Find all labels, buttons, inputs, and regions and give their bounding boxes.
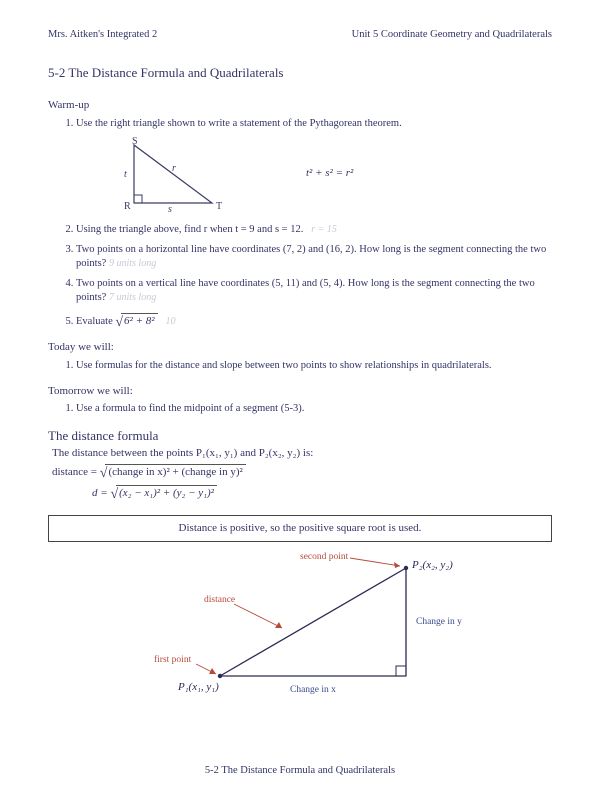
svg-text:second point: second point: [300, 552, 349, 562]
big-triangle-wrap: second point distance first point Change…: [48, 548, 552, 698]
svg-text:t: t: [124, 169, 127, 180]
svg-text:distance: distance: [204, 595, 235, 605]
svg-text:first point: first point: [154, 654, 192, 665]
svg-text:Change in y: Change in y: [416, 617, 462, 627]
distance-line2-lhs: d =: [92, 487, 110, 499]
svg-text:R: R: [124, 201, 131, 212]
warmup-q3: Two points on a horizontal line have coo…: [76, 243, 552, 271]
tomorrow-item: Use a formula to find the midpoint of a …: [76, 402, 552, 416]
svg-text:s: s: [168, 204, 172, 213]
warmup-q1-figure-row: S R T t r s t² + s² = r²: [116, 135, 552, 213]
warmup-q2: Using the triangle above, find r when t …: [76, 223, 552, 237]
svg-text:P₂(x₂, y₂): P₂(x₂, y₂): [411, 559, 453, 571]
warmup-q1-eq: t² + s² = r²: [306, 166, 353, 181]
warmup-q2-text: Using the triangle above, find r when t …: [76, 224, 303, 235]
distance-note-box: Distance is positive, so the positive sq…: [48, 515, 552, 542]
warmup-q2-answer: r = 15: [311, 224, 337, 235]
page-header: Mrs. Aitken's Integrated 2 Unit 5 Coordi…: [48, 28, 552, 42]
distance-line1-sqrt: (change in x)² + (change in y)²: [105, 464, 245, 480]
distance-heading: The distance formula: [48, 427, 552, 445]
page-title: 5-2 The Distance Formula and Quadrilater…: [48, 64, 552, 82]
tomorrow-list: Use a formula to find the midpoint of a …: [48, 402, 552, 416]
header-left: Mrs. Aitken's Integrated 2: [48, 28, 157, 42]
warmup-q1: Use the right triangle shown to write a …: [76, 117, 552, 213]
warmup-q5-sqrt: 6² + 8²: [121, 313, 158, 329]
distance-intro: The distance between the points P₁(x₁, y…: [52, 446, 552, 461]
today-list: Use formulas for the distance and slope …: [48, 359, 552, 373]
warmup-q5-answer: 10: [165, 316, 175, 327]
warmup-q3-answer: 9 units long: [109, 258, 156, 269]
today-item: Use formulas for the distance and slope …: [76, 359, 552, 373]
small-triangle-diagram: S R T t r s: [116, 135, 226, 213]
warmup-heading: Warm-up: [48, 98, 552, 113]
svg-text:T: T: [216, 201, 222, 212]
distance-formula-symbols: d = √(x₂ − x₁)² + (y₂ − y₁)²: [92, 484, 552, 503]
warmup-q5-text: Evaluate: [76, 316, 115, 327]
distance-formula-words: distance = √(change in x)² + (change in …: [52, 463, 552, 482]
header-right: Unit 5 Coordinate Geometry and Quadrilat…: [352, 28, 552, 42]
svg-text:r: r: [172, 163, 176, 174]
page-footer: 5-2 The Distance Formula and Quadrilater…: [0, 764, 600, 778]
warmup-q4: Two points on a vertical line have coord…: [76, 277, 552, 305]
big-triangle-diagram: second point distance first point Change…: [110, 548, 490, 698]
svg-text:Change in x: Change in x: [290, 685, 336, 695]
distance-line2-sqrt: (x₂ − x₁)² + (y₂ − y₁)²: [116, 485, 217, 501]
distance-line1-lhs: distance =: [52, 466, 100, 478]
warmup-list: Use the right triangle shown to write a …: [48, 117, 552, 331]
warmup-q1-text: Use the right triangle shown to write a …: [76, 118, 402, 129]
tomorrow-heading: Tomorrow we will:: [48, 384, 552, 399]
svg-text:S: S: [132, 136, 138, 147]
svg-text:P₁(x₁, y₁): P₁(x₁, y₁): [177, 681, 219, 693]
warmup-q5: Evaluate √6² + 8² 10: [76, 312, 552, 331]
today-heading: Today we will:: [48, 340, 552, 355]
warmup-q4-answer: 7 units long: [109, 292, 156, 303]
